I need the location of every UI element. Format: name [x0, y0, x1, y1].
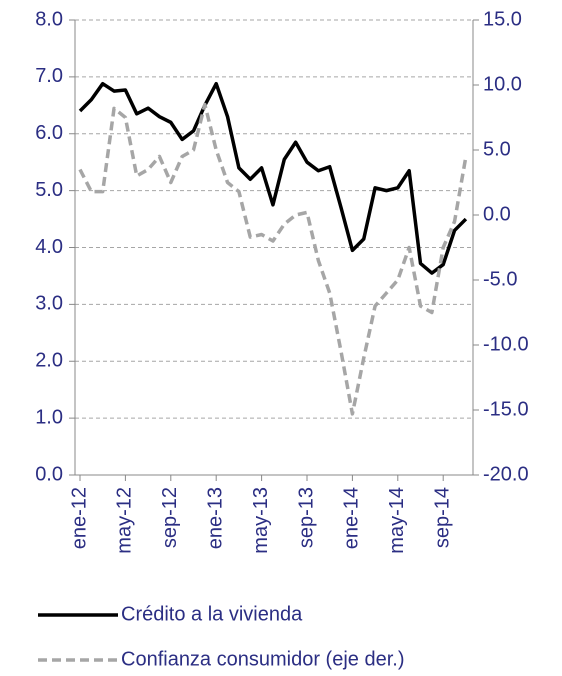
y-tick-label: 3.0	[35, 293, 63, 315]
y2-tick-label: 5.0	[483, 138, 511, 160]
y-tick-label: 7.0	[35, 65, 63, 87]
y-tick-label: 2.0	[35, 350, 63, 372]
y2-tick-label: 0.0	[483, 203, 511, 225]
x-tick-label: ene-14	[341, 487, 363, 549]
x-tick-label: sep-14	[431, 487, 453, 548]
y-tick-label: 4.0	[35, 236, 63, 258]
x-tick-label: may-12	[114, 487, 136, 554]
x-tick-label: sep-12	[159, 487, 181, 548]
y-tick-label: 1.0	[35, 406, 63, 428]
y2-tick-label: -20.0	[483, 463, 529, 485]
legend-label: Confianza consumidor (eje der.)	[121, 648, 404, 670]
y2-tick-label: -5.0	[483, 268, 517, 290]
legend-label: Crédito a la vivienda	[121, 603, 303, 625]
y2-tick-label: 15.0	[483, 8, 522, 30]
y-tick-label: 5.0	[35, 179, 63, 201]
series-line	[78, 81, 468, 275]
x-tick-label: may-13	[250, 487, 272, 554]
y-tick-label: 0.0	[35, 463, 63, 485]
y-tick-label: 8.0	[35, 8, 63, 30]
y2-tick-label: -10.0	[483, 333, 529, 355]
series-line	[78, 102, 468, 416]
y2-tick-label: 10.0	[483, 73, 522, 95]
x-tick-label: may-14	[386, 487, 408, 554]
x-tick-label: ene-13	[204, 487, 226, 549]
y-tick-label: 6.0	[35, 122, 63, 144]
y2-tick-label: -15.0	[483, 398, 529, 420]
x-tick-label: ene-12	[68, 487, 90, 549]
x-tick-label: sep-13	[295, 487, 317, 548]
